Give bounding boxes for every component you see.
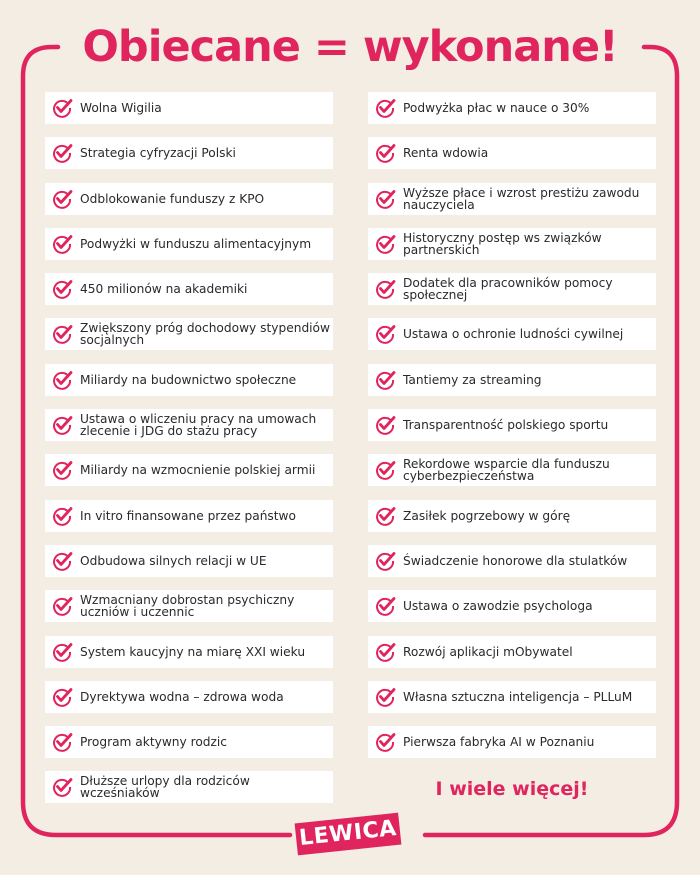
check-circle-icon bbox=[53, 506, 73, 526]
list-item: Wyższe płace i wzrost prestiżu zawodu na… bbox=[368, 182, 656, 215]
list-item-label: Zwiększony próg dochodowy stypendiów soc… bbox=[80, 321, 330, 348]
check-circle-icon bbox=[376, 325, 396, 345]
list-item-label: Pierwsza fabryka AI w Poznaniu bbox=[403, 735, 595, 750]
list-item-label: Program aktywny rodzic bbox=[80, 735, 228, 750]
check-circle-icon bbox=[53, 234, 73, 254]
list-item: In vitro finansowane przez państwo bbox=[45, 499, 333, 532]
list-item: Program aktywny rodzic bbox=[45, 726, 333, 759]
list-item: Tantiemy za streaming bbox=[368, 363, 656, 396]
list-item: Ustawa o wliczeniu pracy na umowach zlec… bbox=[45, 409, 333, 442]
check-circle-icon bbox=[53, 370, 73, 390]
list-item-label: Zasiłek pogrzebowy w górę bbox=[403, 508, 571, 523]
list-item-label: Podwyżka płac w nauce o 30% bbox=[403, 101, 590, 115]
check-circle-icon bbox=[376, 416, 396, 435]
list-item: Własna sztuczna inteligencja – PLLuM bbox=[368, 680, 656, 713]
list-item: 450 milionów na akademiki bbox=[45, 273, 333, 306]
list-item: Pierwsza fabryka AI w Poznaniu bbox=[368, 726, 656, 759]
list-item: Odblokowanie funduszy z KPO bbox=[45, 182, 333, 215]
list-item: Świadczenie honorowe dla stulatków bbox=[368, 544, 656, 577]
page-title: Obiecane = wykonane! bbox=[82, 22, 618, 72]
list-item: Odbudowa silnych relacji w UE bbox=[45, 544, 333, 577]
check-circle-icon bbox=[53, 144, 73, 164]
list-item: Rozwój aplikacji mObywatel bbox=[368, 635, 656, 668]
list-item: Zasiłek pogrzebowy w górę bbox=[368, 499, 656, 532]
list-item-label: Dłuższe urlopy dla rodziców wcześniaków bbox=[80, 774, 250, 801]
list-item-label: Transparentność polskiego sportu bbox=[403, 418, 609, 433]
check-circle-icon bbox=[53, 461, 73, 481]
list-item: Dyrektywa wodna – zdrowa woda bbox=[45, 680, 333, 713]
list-item-label: Wolna Wigilia bbox=[80, 101, 162, 115]
list-item: System kaucyjny na miarę XXI wieku bbox=[45, 635, 333, 668]
check-circle-icon bbox=[53, 280, 73, 300]
check-circle-icon bbox=[53, 99, 73, 118]
list-item: Miliardy na wzmocnienie polskiej armii bbox=[45, 454, 333, 487]
list-item: Transparentność polskiego sportu bbox=[368, 409, 656, 442]
check-circle-icon bbox=[53, 189, 73, 209]
list-item-label: Rekordowe wsparcie dla funduszu cyberbez… bbox=[403, 457, 610, 484]
check-circle-icon bbox=[53, 597, 73, 617]
check-circle-icon bbox=[376, 642, 396, 662]
list-item: Wzmacniany dobrostan psychiczny uczniów … bbox=[45, 590, 333, 623]
check-circle-icon bbox=[376, 234, 396, 254]
list-item: Renta wdowia bbox=[368, 137, 656, 170]
check-circle-icon bbox=[53, 687, 73, 707]
left-list: Wolna Wigilia Strategia cyfryzacji Polski… bbox=[45, 92, 333, 817]
list-item-label: Odbudowa silnych relacji w UE bbox=[80, 553, 267, 568]
list-item: Podwyżka płac w nauce o 30% bbox=[368, 92, 656, 124]
right-list: Podwyżka płac w nauce o 30% Renta wdowia W… bbox=[368, 92, 656, 771]
check-circle-icon bbox=[376, 189, 396, 209]
check-circle-icon bbox=[53, 552, 73, 571]
check-circle-icon bbox=[53, 778, 73, 798]
list-item-label: In vitro finansowane przez państwo bbox=[80, 508, 296, 523]
check-circle-icon bbox=[376, 99, 396, 118]
list-item-label: Ustawa o ochronie ludności cywilnej bbox=[403, 327, 624, 342]
check-circle-icon bbox=[376, 280, 396, 300]
list-item-label: Własna sztuczna inteligencja – PLLuM bbox=[403, 689, 633, 704]
list-item: Wolna Wigilia bbox=[45, 92, 333, 124]
list-item: Historyczny postęp ws związków partnersk… bbox=[368, 227, 656, 260]
check-circle-icon bbox=[376, 733, 396, 752]
list-item: Miliardy na budownictwo społeczne bbox=[45, 363, 333, 396]
list-item-label: Miliardy na budownictwo społeczne bbox=[80, 372, 297, 387]
list-item-label: Strategia cyfryzacji Polski bbox=[80, 146, 236, 161]
list-item-label: Dyrektywa wodna – zdrowa woda bbox=[80, 689, 284, 704]
list-item-label: Dodatek dla pracowników pomocy społeczne… bbox=[403, 276, 613, 303]
check-circle-icon bbox=[376, 461, 396, 481]
list-item: Dodatek dla pracowników pomocy społeczne… bbox=[368, 273, 656, 306]
check-circle-icon bbox=[376, 552, 396, 571]
check-circle-icon bbox=[376, 687, 396, 707]
list-item-label: Renta wdowia bbox=[403, 146, 489, 161]
list-item: Ustawa o ochronie ludności cywilnej bbox=[368, 318, 656, 351]
list-item: Ustawa o zawodzie psychologa bbox=[368, 590, 656, 623]
list-item-label: Rozwój aplikacji mObywatel bbox=[403, 644, 573, 659]
check-circle-icon bbox=[376, 370, 396, 390]
check-circle-icon bbox=[376, 144, 396, 164]
list-item: Podwyżki w funduszu alimentacyjnym bbox=[45, 227, 333, 260]
check-circle-icon bbox=[53, 325, 73, 345]
list-item-label: Odblokowanie funduszy z KPO bbox=[80, 191, 265, 206]
list-item-label: Świadczenie honorowe dla stulatków bbox=[403, 553, 628, 568]
more-text: I wiele więcej! bbox=[435, 778, 589, 800]
list-item: Zwiększony próg dochodowy stypendiów soc… bbox=[45, 318, 333, 351]
list-item: Rekordowe wsparcie dla funduszu cyberbez… bbox=[368, 454, 656, 487]
list-item: Dłuższe urlopy dla rodziców wcześniaków bbox=[45, 771, 333, 804]
list-item-label: Podwyżki w funduszu alimentacyjnym bbox=[80, 236, 312, 251]
list-item-label: Wyższe płace i wzrost prestiżu zawodu na… bbox=[403, 185, 640, 212]
list-item-label: Tantiemy za streaming bbox=[403, 372, 542, 387]
list-item-label: System kaucyjny na miarę XXI wieku bbox=[80, 644, 306, 659]
check-circle-icon bbox=[53, 642, 73, 662]
list-item-label: Historyczny postęp ws związków partnersk… bbox=[403, 230, 602, 257]
list-item-label: 450 milionów na akademiki bbox=[80, 282, 248, 297]
check-circle-icon bbox=[376, 506, 396, 526]
check-circle-icon bbox=[376, 597, 396, 617]
list-item: Strategia cyfryzacji Polski bbox=[45, 137, 333, 170]
list-item-label: Ustawa o zawodzie psychologa bbox=[403, 599, 593, 614]
check-circle-icon bbox=[53, 416, 73, 435]
list-item-label: Miliardy na wzmocnienie polskiej armii bbox=[80, 463, 316, 478]
list-item-label: Wzmacniany dobrostan psychiczny uczniów … bbox=[80, 593, 295, 620]
check-circle-icon bbox=[53, 733, 73, 752]
list-item-label: Ustawa o wliczeniu pracy na umowach zlec… bbox=[80, 412, 317, 439]
